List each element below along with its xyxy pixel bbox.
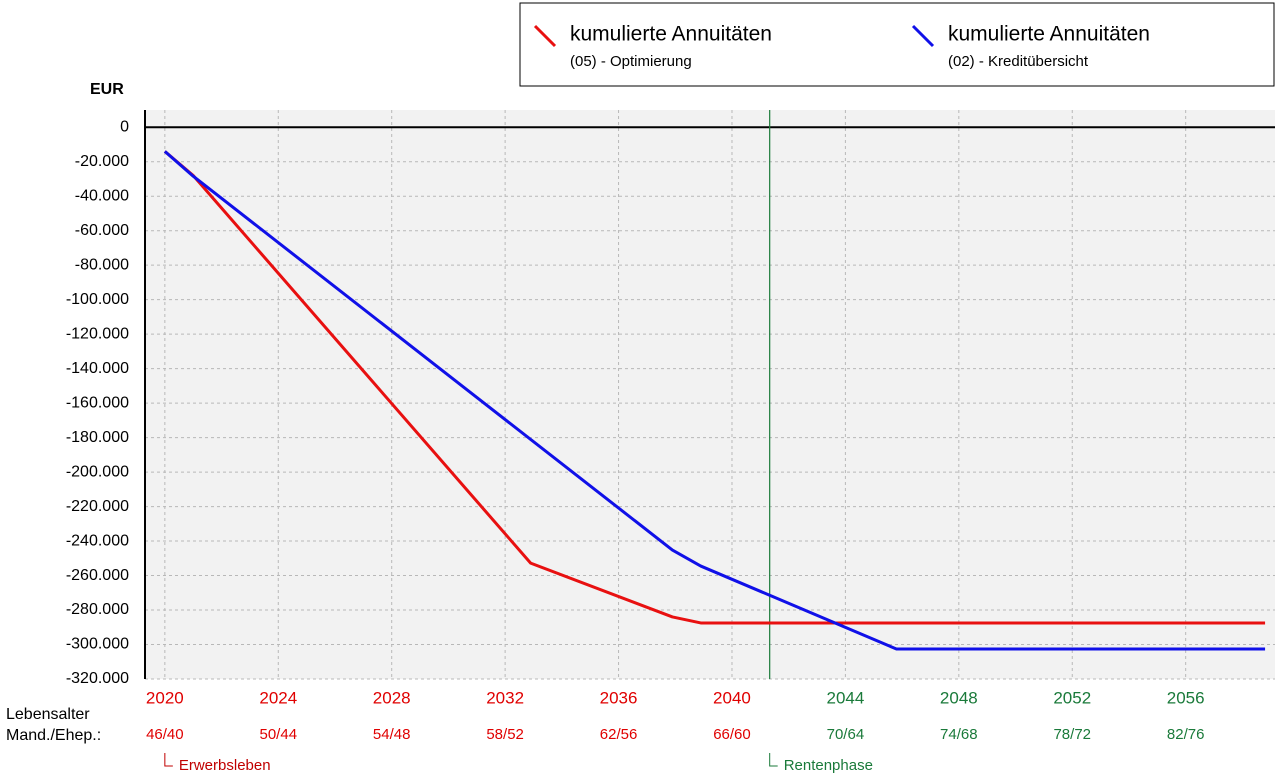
- y-tick-label: -300.000: [66, 636, 129, 653]
- age-label: 54/48: [373, 726, 411, 743]
- y-tick-label: -260.000: [66, 567, 129, 584]
- plot-area: [145, 110, 1275, 679]
- age-label: 58/52: [486, 726, 524, 743]
- x-tick-label: 2036: [600, 688, 638, 707]
- legend-swatch: [533, 24, 557, 48]
- phase-label: Erwerbsleben: [179, 757, 271, 774]
- age-label: 66/60: [713, 726, 751, 743]
- phase-bracket: [164, 753, 173, 767]
- y-tick-label: -80.000: [75, 256, 129, 273]
- age-label: 78/72: [1053, 726, 1091, 743]
- y-tick-label: -320.000: [66, 670, 129, 687]
- age-title: Lebensalter: [6, 706, 90, 723]
- y-tick-label: -60.000: [75, 222, 129, 239]
- x-tick-label: 2044: [826, 688, 864, 707]
- phase-label: Rentenphase: [784, 757, 873, 774]
- y-tick-label: -220.000: [66, 498, 129, 515]
- x-tick-label: 2052: [1053, 688, 1091, 707]
- legend-label: kumulierte Annuitäten: [570, 23, 772, 46]
- x-tick-label: 2032: [486, 688, 524, 707]
- legend-swatch: [911, 24, 935, 48]
- y-tick-label: -140.000: [66, 360, 129, 377]
- series-line: [163, 150, 1266, 651]
- age-title: Mand./Ehep.:: [6, 727, 101, 744]
- y-tick-label: -240.000: [66, 532, 129, 549]
- y-axis-label: EUR: [90, 81, 124, 98]
- legend-sublabel: (05) - Optimierung: [570, 53, 692, 70]
- y-tick-label: 0: [120, 118, 129, 135]
- phase-bracket: [769, 753, 778, 767]
- y-tick-label: -100.000: [66, 291, 129, 308]
- legend-label: kumulierte Annuitäten: [948, 23, 1150, 46]
- age-label: 70/64: [827, 726, 865, 743]
- age-label: 74/68: [940, 726, 978, 743]
- x-tick-label: 2020: [146, 688, 184, 707]
- x-tick-label: 2056: [1167, 688, 1205, 707]
- y-tick-label: -200.000: [66, 463, 129, 480]
- age-label: 50/44: [260, 726, 298, 743]
- age-label: 82/76: [1167, 726, 1205, 743]
- y-tick-label: -280.000: [66, 601, 129, 618]
- x-tick-label: 2048: [940, 688, 978, 707]
- y-tick-label: -180.000: [66, 429, 129, 446]
- y-tick-label: -40.000: [75, 187, 129, 204]
- x-tick-label: 2028: [373, 688, 411, 707]
- x-tick-label: 2024: [259, 688, 297, 707]
- y-tick-label: -120.000: [66, 325, 129, 342]
- y-tick-label: -20.000: [75, 153, 129, 170]
- legend-sublabel: (02) - Kreditübersicht: [948, 53, 1089, 70]
- y-tick-label: -160.000: [66, 394, 129, 411]
- x-tick-label: 2040: [713, 688, 751, 707]
- age-label: 62/56: [600, 726, 638, 743]
- legend-box: [519, 2, 1275, 87]
- age-label: 46/40: [146, 726, 184, 743]
